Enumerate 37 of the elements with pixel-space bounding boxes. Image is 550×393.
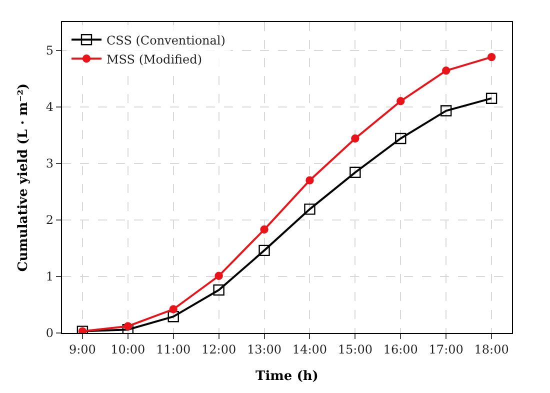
x-axis-title: Time (h)	[256, 369, 318, 384]
point	[213, 284, 224, 296]
x-tick-label: 18:00	[474, 342, 509, 356]
y-tick-label: 3	[46, 156, 54, 171]
point	[306, 176, 314, 184]
x-tick-label: 12:00	[202, 342, 236, 356]
y-tick-label: 1	[46, 270, 54, 284]
x-tick-label: 14:00	[292, 342, 328, 356]
y-tick-label: 5	[46, 43, 54, 58]
point	[304, 204, 316, 215]
point	[214, 272, 223, 280]
point	[440, 105, 452, 116]
x-tick-label: 15:00	[338, 342, 372, 356]
legend-label: CSS (Conventional)	[106, 33, 226, 48]
point	[124, 322, 132, 330]
point	[396, 97, 405, 106]
x-tick-label: 17:00	[428, 342, 464, 356]
point	[351, 134, 360, 143]
x-tick-label: 9:00	[68, 342, 96, 356]
legend-label: MSS (Modified)	[106, 52, 202, 66]
point	[395, 132, 406, 144]
point	[442, 66, 450, 75]
point	[258, 244, 270, 256]
point	[350, 166, 361, 178]
point	[260, 225, 268, 234]
y-tick-label: 0	[46, 326, 54, 340]
x-tick-label: 11:00	[156, 342, 191, 356]
point	[487, 52, 496, 62]
y-tick-label: 2	[46, 213, 54, 228]
y-tick-label: 4	[46, 100, 54, 114]
y-axis-title: Cumulative yield (L · m⁻²)	[16, 83, 31, 272]
x-tick-label: 10:00	[110, 342, 146, 356]
point	[168, 311, 179, 322]
x-tick-label: 16:00	[383, 342, 418, 356]
point	[169, 305, 178, 314]
x-tick-label: 13:00	[246, 342, 282, 356]
point	[486, 92, 498, 104]
